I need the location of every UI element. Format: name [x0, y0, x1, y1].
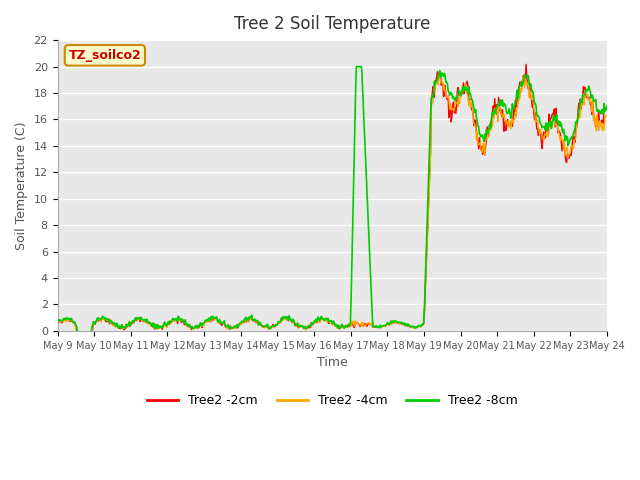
Text: TZ_soilco2: TZ_soilco2: [68, 49, 141, 62]
Title: Tree 2 Soil Temperature: Tree 2 Soil Temperature: [234, 15, 431, 33]
Legend: Tree2 -2cm, Tree2 -4cm, Tree2 -8cm: Tree2 -2cm, Tree2 -4cm, Tree2 -8cm: [142, 389, 522, 412]
Y-axis label: Soil Temperature (C): Soil Temperature (C): [15, 121, 28, 250]
X-axis label: Time: Time: [317, 356, 348, 369]
